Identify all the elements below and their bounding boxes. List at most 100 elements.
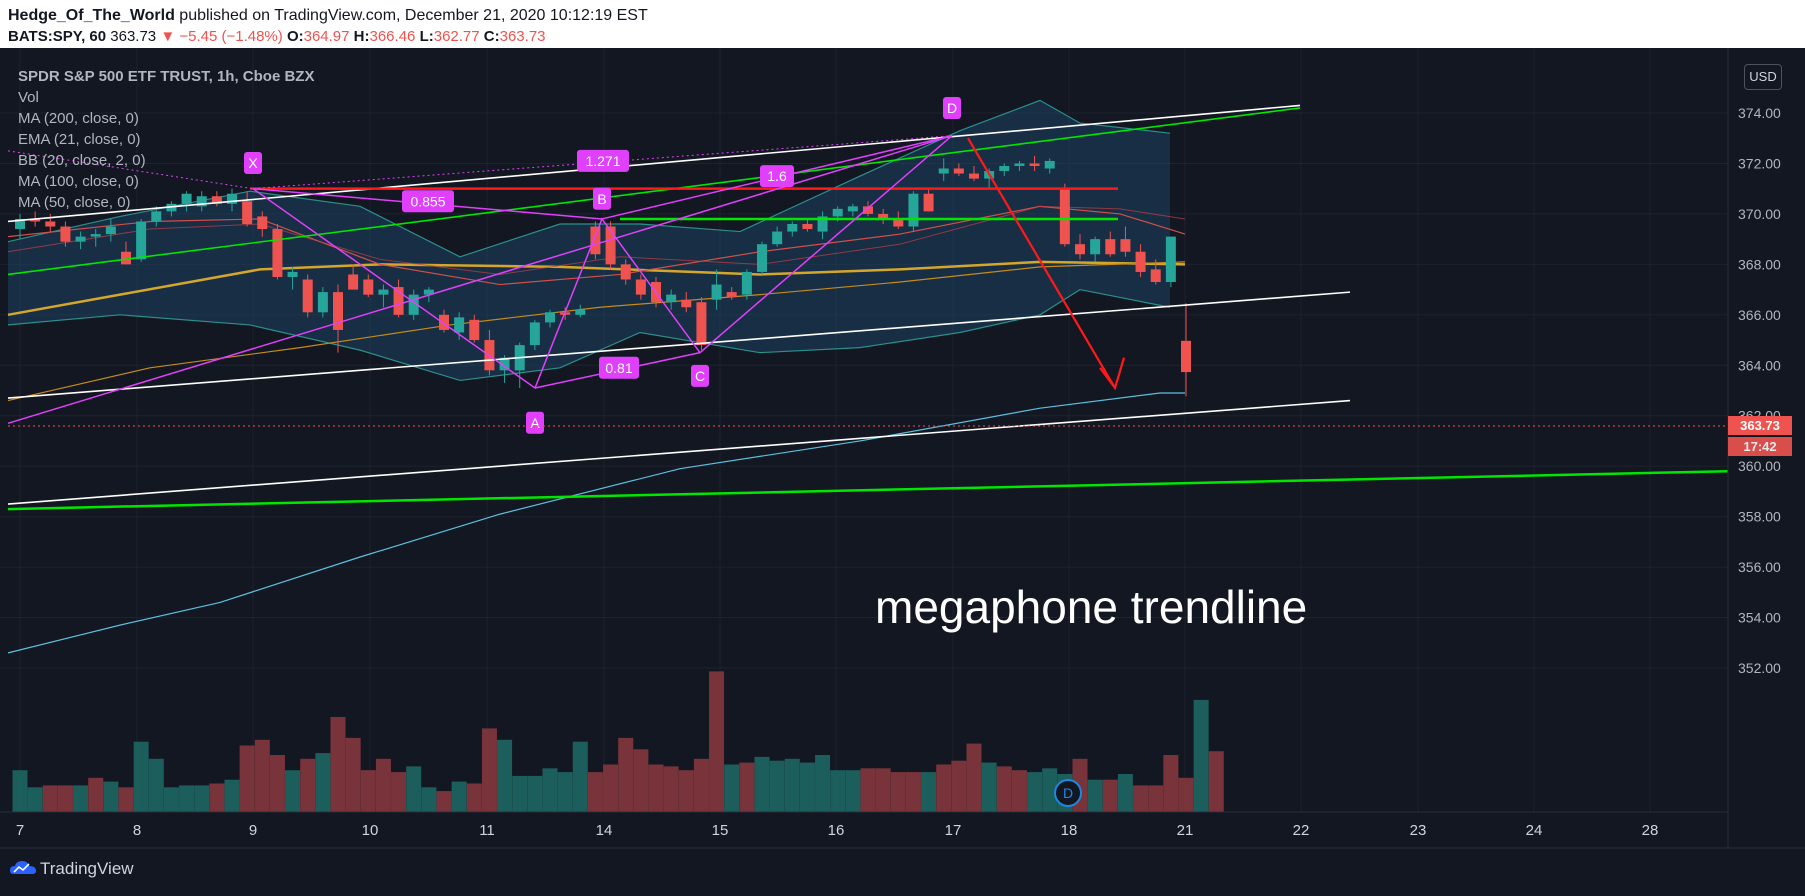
candle-body — [878, 213, 889, 219]
megaphone-lower-trendline — [7, 399, 1351, 505]
candle-body — [938, 168, 949, 174]
brand-name: TradingView — [40, 859, 134, 878]
volume-bar — [118, 787, 134, 812]
price-tick-label: 360.00 — [1738, 458, 1781, 474]
ma200-line — [7, 392, 1185, 654]
volume-bar — [572, 741, 588, 812]
ratio-0855-label-box — [402, 190, 454, 213]
point-c-label-text: C — [695, 368, 705, 384]
price-axis: 374.00372.00370.00368.00366.00364.00362.… — [1738, 105, 1781, 676]
candle-body — [620, 264, 631, 280]
volume-bar — [1208, 751, 1224, 812]
volume-bar — [269, 755, 285, 812]
dividend-marker[interactable]: D — [1054, 779, 1082, 807]
volume-bar — [421, 787, 437, 812]
ratio-1271-label: 1.271 — [577, 149, 629, 172]
price-tick-label: 358.00 — [1738, 509, 1781, 525]
price-change: −5.45 (−1.48%) — [179, 28, 283, 45]
candle-body — [1059, 188, 1070, 245]
volume-bar — [754, 756, 770, 812]
open-label: O: — [286, 28, 304, 45]
volume-bar — [693, 758, 709, 812]
candle-body — [60, 226, 71, 242]
tradingview-logo[interactable]: TradingView — [10, 858, 134, 879]
open-value: 364.97 — [303, 28, 350, 45]
point-c-label: C — [691, 364, 709, 387]
volume-bar — [224, 779, 240, 812]
chart-panel[interactable]: X A B C D 1.271 1.6 0.855 0.81 374.00 372.00 370.0… — [0, 48, 1805, 896]
volume-bar — [905, 772, 921, 812]
volume-bar — [27, 787, 43, 812]
candle-body — [1165, 236, 1176, 283]
candle-body — [272, 229, 283, 277]
ratio-16-label-box — [760, 165, 794, 188]
volume-bar — [739, 762, 755, 812]
megaphone-annotation[interactable]: megaphone trendline — [875, 581, 1308, 633]
volume-bar — [88, 777, 104, 812]
volume-bar — [709, 671, 725, 812]
volume-bar — [194, 785, 210, 812]
harmonic-extension-line — [7, 134, 953, 425]
volume-bar — [345, 737, 361, 812]
volume-bar — [254, 739, 270, 812]
countdown-tag: 17:42 — [1728, 437, 1792, 456]
volume-bar — [103, 781, 119, 812]
volume-bar — [179, 785, 195, 812]
candle-body — [590, 226, 601, 255]
price-tick-label: 372.00 — [1738, 155, 1781, 171]
time-tick-label: 22 — [1293, 822, 1310, 839]
volume-bar — [587, 772, 603, 812]
candle-body — [439, 314, 449, 330]
volume-bar — [57, 785, 73, 812]
bb-lower-line — [7, 288, 1171, 382]
author-name[interactable]: Hedge_Of_The_World — [8, 7, 175, 24]
candle-body — [1105, 239, 1116, 255]
volume-bar — [330, 717, 346, 812]
legend-title[interactable]: SPDR S&P 500 ETF TRUST, 1h, Cboe BZX — [18, 68, 315, 85]
legend-bb[interactable]: BB (20, close, 2, 0) — [18, 152, 146, 169]
candle-body — [257, 216, 268, 230]
price-chart[interactable]: X A B C D 1.271 1.6 0.855 0.81 374.00 372.00 370.0… — [0, 48, 1805, 896]
candle-body — [227, 193, 237, 204]
volume-bar — [451, 781, 467, 812]
channel-middle-trendline — [7, 291, 1351, 399]
candle-body — [741, 271, 752, 295]
ratio-081-label: 0.81 — [599, 356, 639, 379]
legend-ema21[interactable]: EMA (21, close, 0) — [18, 131, 141, 148]
candle-body — [666, 294, 677, 303]
candle-body — [847, 206, 858, 212]
candle-body — [545, 312, 555, 323]
price-tick-label: 370.00 — [1738, 206, 1781, 222]
ohlc-line: BATS:SPY, 60 363.73 ▼ −5.45 (−1.48%) O:3… — [8, 28, 546, 45]
candle-body — [15, 218, 25, 230]
legend-ma100[interactable]: MA (100, close, 0) — [18, 173, 139, 190]
candle-body — [469, 319, 480, 341]
point-b-label: B — [593, 187, 611, 210]
volume-bar — [1133, 785, 1149, 812]
price-tick-label: 366.00 — [1738, 307, 1781, 323]
price-tick-label: 374.00 — [1738, 105, 1781, 121]
volume-bar — [481, 728, 497, 812]
time-axis: 7 8 9 10 11 14 15 16 17 18 21 22 23 24 28 — [16, 822, 1659, 839]
tradingview-cloud-icon — [10, 860, 36, 876]
volume-bar — [1102, 779, 1118, 812]
point-d-label: D — [943, 96, 961, 119]
currency-button[interactable]: USD — [1744, 64, 1782, 90]
legend-ma200[interactable]: MA (200, close, 0) — [18, 110, 139, 127]
point-b-label-text: B — [597, 191, 606, 207]
forecast-arrow-head — [1099, 357, 1126, 391]
legend-volume[interactable]: Vol — [18, 89, 39, 106]
high-value: 366.46 — [369, 28, 416, 45]
close-value: 363.73 — [499, 28, 546, 45]
candle-body — [1120, 239, 1131, 252]
price-tick-label: 352.00 — [1738, 660, 1781, 676]
harmonic-dotted-line — [7, 150, 254, 190]
volume-bar — [875, 768, 891, 812]
bollinger-band-fill — [8, 100, 1170, 381]
volume-bar — [860, 768, 876, 812]
legend-ma50[interactable]: MA (50, close, 0) — [18, 194, 131, 211]
low-label: L: — [419, 28, 434, 45]
ratio-081-label-text: 0.81 — [605, 360, 632, 376]
candle-body — [696, 302, 707, 346]
price-tick-label: 356.00 — [1738, 559, 1781, 575]
